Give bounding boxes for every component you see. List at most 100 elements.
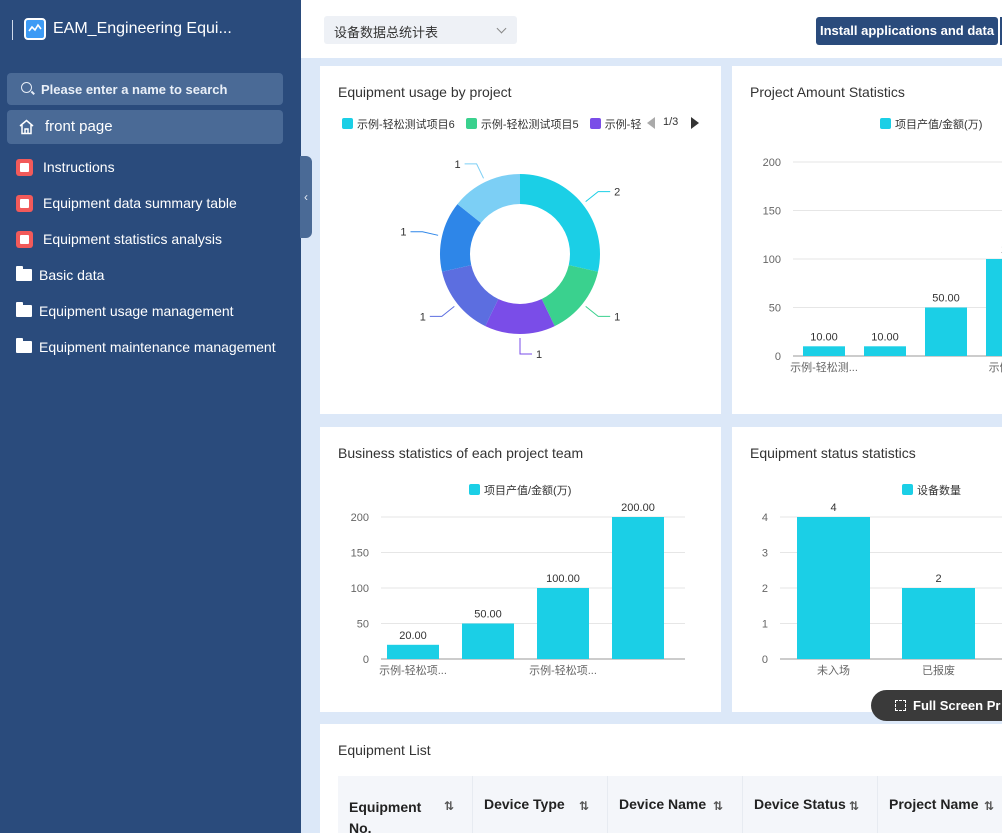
bar: [462, 623, 514, 659]
install-button[interactable]: Install applications and data: [816, 17, 998, 45]
donut-label-line: [429, 305, 455, 317]
bar-data-label: 50.00: [474, 609, 502, 621]
donut-label-line: [519, 338, 532, 355]
report-icon: [16, 159, 33, 176]
chevron-down-icon: [496, 23, 507, 34]
sidebar-item-maintenance-management[interactable]: Equipment maintenance management: [0, 331, 301, 363]
table-header: Equipment No. ⇅ Device Type ⇅ Device Nam…: [338, 776, 1002, 833]
x-tick-label: 未入场: [817, 663, 850, 677]
donut-label-line: [585, 305, 611, 317]
bar-data-label: 10.00: [810, 331, 838, 343]
legend[interactable]: 项目产值/金额(万): [880, 116, 982, 132]
bar-chart-amount: 0 50 100 150 200 10.00 示例-轻松测... 10.00 50.00 10 示例…: [763, 157, 1002, 374]
sidebar-item-statistics-analysis[interactable]: Equipment statistics analysis: [0, 223, 301, 255]
donut-slice: [520, 174, 600, 272]
bar-data-label: 50.00: [932, 293, 960, 305]
search-input[interactable]: [41, 73, 281, 105]
card-title: Equipment List: [338, 742, 431, 758]
topbar-button-edge: [999, 17, 1002, 45]
search-box[interactable]: [7, 73, 283, 105]
bar: [612, 517, 664, 659]
legend-item[interactable]: 示例-轻松测试项目5: [465, 118, 579, 131]
card-usage-by-project: Equipment usage by project 示例-轻松测试项目6 示例…: [320, 66, 721, 414]
bar: [387, 644, 439, 659]
legend: 示例-轻松测试项目6 示例-轻松测试项目5 示例-轻: [342, 116, 649, 132]
sidebar-item-data-summary[interactable]: Equipment data summary table: [0, 187, 301, 219]
y-tick-label: 0: [775, 351, 781, 363]
y-tick-label: 200: [763, 157, 781, 169]
fullscreen-button[interactable]: Full Screen Pr: [871, 690, 1002, 721]
sidebar-item-instructions[interactable]: Instructions: [0, 151, 301, 183]
bar-data-label: 4: [830, 502, 836, 514]
legend[interactable]: 项目产值/金额(万): [469, 482, 571, 498]
bar-data-label: 2: [935, 573, 941, 585]
column-header-equipment-no[interactable]: Equipment No. ⇅: [338, 776, 473, 833]
sort-icon[interactable]: ⇅: [444, 799, 455, 813]
bar: [986, 259, 1002, 356]
column-header-project-name[interactable]: Project Name ⇅: [889, 796, 995, 813]
y-tick-label: 3: [762, 548, 768, 560]
y-tick-label: 100: [763, 254, 781, 266]
report-selector[interactable]: 设备数据总统计表: [324, 16, 517, 44]
sidebar-item-label: Instructions: [43, 159, 115, 175]
card-equipment-list: Equipment List Equipment No. ⇅ Device Ty…: [320, 724, 1002, 833]
sidebar-item-label: Equipment maintenance management: [39, 339, 276, 355]
legend-next-icon[interactable]: [690, 117, 700, 129]
card-title: Equipment usage by project: [338, 84, 512, 100]
report-selector-value: 设备数据总统计表: [334, 25, 439, 40]
report-icon: [16, 195, 33, 212]
donut-data-label: 1: [454, 159, 460, 171]
donut-data-label: 1: [420, 311, 426, 323]
bar-data-label: 20.00: [399, 630, 427, 642]
donut-data-label: 2: [614, 187, 620, 199]
app-header: EAM_Engineering Equi...: [0, 0, 301, 60]
x-tick-label: 示例-轻松测...: [790, 360, 858, 374]
app-title[interactable]: EAM_Engineering Equi...: [53, 20, 232, 37]
sort-icon[interactable]: ⇅: [849, 799, 860, 813]
search-icon: [21, 82, 32, 93]
column-header-device-type[interactable]: Device Type ⇅: [473, 776, 608, 833]
fullscreen-label: Full Screen Pr: [913, 698, 1001, 713]
legend-prev-icon[interactable]: [646, 117, 656, 129]
y-tick-label: 1: [762, 619, 768, 631]
sort-icon[interactable]: ⇅: [579, 799, 590, 813]
column-header-device-status[interactable]: Device Status ⇅: [743, 776, 878, 833]
bar: [803, 346, 845, 356]
sidebar-item-label: Equipment data summary table: [43, 195, 237, 211]
bar-chart-status: 0 1 2 3 4 4 未入场 2 已报废: [762, 502, 1002, 677]
card-title: Equipment status statistics: [750, 445, 916, 461]
sidebar-item-basic-data[interactable]: Basic data: [0, 259, 301, 291]
legend[interactable]: 设备数量: [902, 482, 961, 498]
bar: [925, 307, 967, 356]
card-title: Project Amount Statistics: [750, 84, 905, 100]
report-icon: [16, 231, 33, 248]
bar: [537, 588, 589, 659]
header-divider: [12, 20, 13, 40]
sort-icon[interactable]: ⇅: [984, 799, 995, 813]
bar: [864, 346, 906, 356]
legend-item[interactable]: 示例-轻: [589, 118, 641, 131]
chevron-left-icon: ‹: [304, 190, 308, 204]
sidebar-item-front-page[interactable]: front page: [7, 110, 283, 144]
y-tick-label: 100: [351, 583, 369, 595]
column-header-device-name[interactable]: Device Name ⇅: [608, 776, 743, 833]
legend-pager: 1/3: [663, 116, 679, 128]
legend-item[interactable]: 示例-轻松测试项目6: [342, 118, 455, 131]
card-project-amount: Project Amount Statistics 项目产值/金额(万) 0 50…: [732, 66, 1002, 414]
donut-data-label: 1: [400, 227, 406, 239]
x-tick-label: 示例-轻松项...: [379, 663, 447, 677]
y-tick-label: 0: [363, 654, 369, 666]
sort-icon[interactable]: ⇅: [713, 799, 724, 813]
card-title: Business statistics of each project team: [338, 445, 584, 461]
donut-slice: [457, 174, 520, 223]
donut-slice: [440, 204, 481, 272]
sidebar-item-usage-management[interactable]: Equipment usage management: [0, 295, 301, 327]
bar-chart-team: 0 50 100 150 200 20.00 示例-轻松项... 50.00 100.00 示例-…: [351, 502, 685, 677]
bar-data-label: 100.00: [546, 573, 580, 585]
folder-icon: [16, 338, 32, 353]
bar-data-label: 200.00: [621, 502, 655, 514]
home-icon: [19, 119, 34, 135]
sidebar-collapse-handle[interactable]: ‹: [300, 156, 312, 238]
x-tick-label: 示例-轻: [989, 360, 1002, 374]
bar: [902, 588, 975, 659]
